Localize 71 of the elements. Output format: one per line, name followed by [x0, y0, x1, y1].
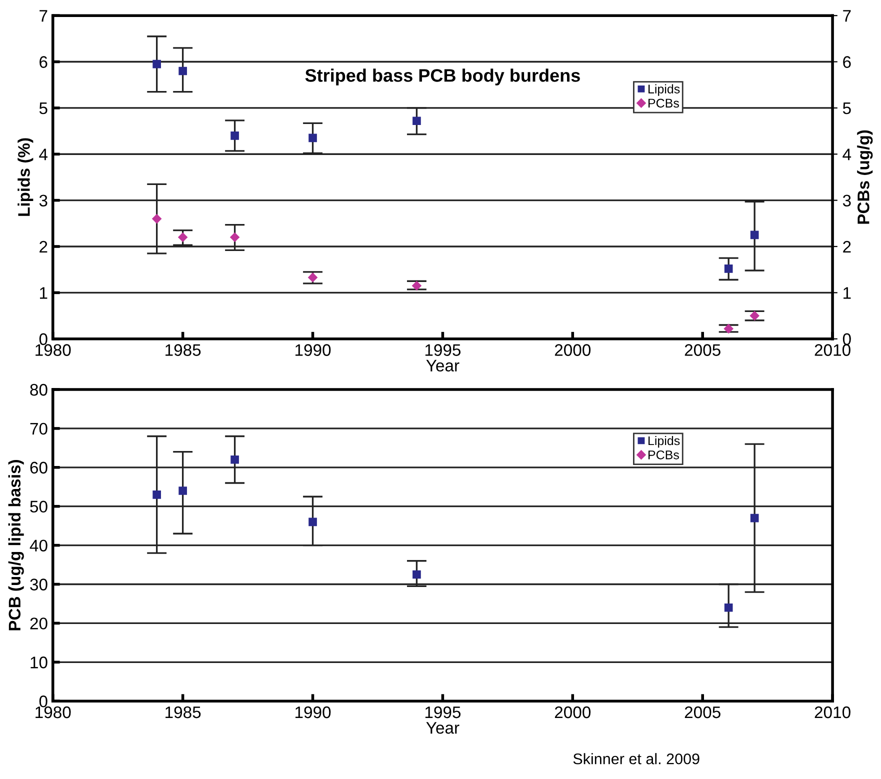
y-tick-label: 0	[39, 696, 48, 708]
point	[724, 603, 733, 612]
y-tick-label: 3	[39, 194, 48, 207]
point	[152, 490, 161, 499]
y2-tick-label: 4	[842, 148, 852, 160]
y-tick-label: 5	[39, 102, 48, 114]
point	[750, 230, 759, 240]
y-axis-title: PCB (ug/g lipid basis)	[8, 460, 24, 630]
y2-tick-label: 0	[842, 333, 851, 346]
point	[178, 66, 187, 76]
point	[750, 311, 760, 320]
point	[178, 232, 188, 242]
x-axis-title: Year	[426, 360, 460, 372]
point	[230, 455, 239, 464]
y-tick-label: 20	[30, 618, 48, 630]
y-tick-label: 70	[30, 422, 48, 435]
y2-tick-label: 6	[843, 56, 851, 68]
x-tick-label: 1985	[166, 706, 201, 718]
point	[412, 570, 421, 579]
y2-tick-label: 2	[843, 240, 851, 253]
point	[412, 116, 421, 126]
x-tick-label: 2005	[684, 344, 720, 356]
y-tick-label: 7	[40, 10, 48, 22]
y-tick-label: 40	[30, 540, 48, 552]
x-tick-label: 1985	[166, 344, 201, 356]
y-tick-label: 1	[40, 287, 48, 299]
text: Striped bass PCB body burdens	[305, 68, 580, 86]
point	[152, 214, 162, 224]
point	[412, 281, 422, 290]
legend-label: PCBs	[648, 450, 679, 460]
y2-tick-label: 3	[842, 194, 851, 207]
x-tick-label: 1980	[36, 706, 71, 718]
legend-label: Lipids	[648, 436, 680, 448]
point	[230, 131, 239, 140]
point	[308, 272, 318, 282]
point	[724, 324, 734, 334]
text: Skinner et al. 2009	[573, 753, 700, 764]
y2-tick-label: 5	[842, 102, 851, 114]
x-tick-label: 2010	[814, 344, 850, 356]
x-tick-label: 1995	[425, 344, 461, 356]
x-tick-label: 1995	[425, 706, 461, 718]
y2-tick-label: 7	[843, 10, 851, 22]
x-tick-label: 2005	[684, 706, 720, 718]
point	[230, 232, 240, 242]
x-tick-label: 2000	[554, 706, 591, 718]
y-tick-label: 6	[40, 56, 48, 68]
y-tick-label: 30	[30, 578, 48, 590]
x-tick-label: 2010	[814, 706, 850, 718]
x-tick-label: 1980	[36, 344, 71, 356]
y-tick-label: 60	[30, 462, 48, 474]
legend-label: Lipids	[648, 84, 680, 96]
y-tick-label: 10	[30, 656, 48, 668]
y-tick-label: 80	[30, 384, 48, 396]
y-tick-label: 4	[39, 148, 48, 160]
point	[750, 514, 759, 522]
point	[724, 264, 733, 273]
x-tick-label: 2000	[554, 344, 591, 356]
point	[152, 60, 161, 68]
x-tick-label: 1990	[295, 706, 331, 718]
x-axis-title: Year	[426, 722, 460, 734]
point	[178, 486, 187, 495]
point	[308, 518, 317, 526]
y-tick-label: 50	[30, 500, 48, 513]
y-tick-label: 2	[40, 240, 48, 253]
y-axis-title: Lipids (%)	[18, 138, 34, 216]
y2-axis-title: PCBs (ug/g)	[857, 130, 873, 224]
legend-label: PCBs	[648, 98, 679, 108]
x-tick-label: 1990	[295, 344, 331, 356]
y-tick-label: 0	[39, 333, 48, 346]
point	[308, 134, 317, 142]
y2-tick-label: 1	[844, 287, 851, 299]
